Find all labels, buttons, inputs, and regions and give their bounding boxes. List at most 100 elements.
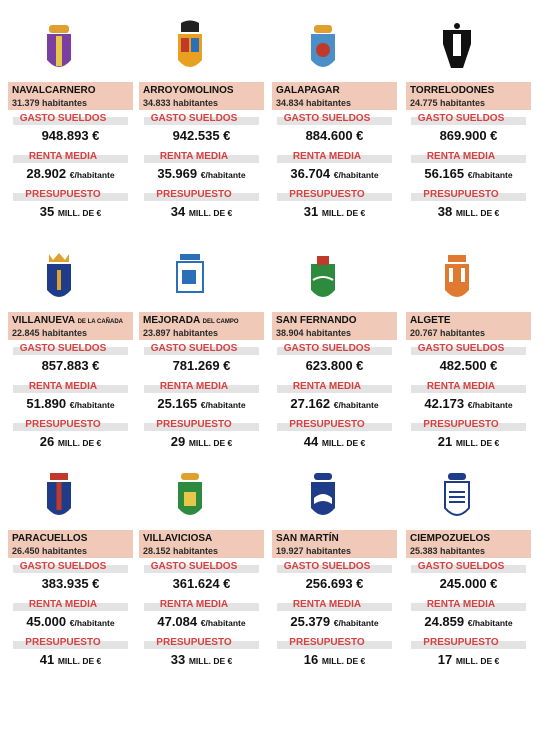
gasto-label-box: GASTO SUELDOS (8, 343, 133, 357)
presupuesto-label-box: PRESUPUESTO (272, 419, 397, 433)
renta-unit: €/habitante (333, 400, 379, 410)
presupuesto-value: 38 MILL. DE € (406, 204, 531, 219)
population-text: 20.767 habitantes (410, 328, 486, 338)
gasto-label-box: GASTO SUELDOS (8, 113, 133, 127)
population-text: 24.775 habitantes (410, 98, 486, 108)
renta-unit: €/habitante (467, 618, 513, 628)
presupuesto-label: PRESUPUESTO (156, 419, 232, 430)
municipality-card-8: ALGETE 20.767 habitantes GASTO SUELDOS 4… (406, 250, 531, 475)
municipality-name: CIEMPOZUELOS (410, 533, 491, 544)
gasto-value: 623.800 € (305, 358, 364, 373)
renta-label: RENTA MEDIA (28, 381, 98, 392)
municipality-header: NAVALCARNERO 31.379 habitantes (8, 82, 133, 110)
municipality-header: SAN MARTÍN 19.927 habitantes (272, 530, 397, 558)
municipality-card-5: VILLANUEVA DE LA CAÑADA 22.845 habitante… (8, 250, 133, 475)
presupuesto-label: PRESUPUESTO (423, 419, 499, 430)
municipality-card-10: VILLAVICIOSA 28.152 habitantes GASTO SUE… (139, 468, 264, 693)
municipality-card-2: ARROYOMOLINOS 34.833 habitantes GASTO SU… (139, 20, 264, 245)
presupuesto-value: 35 MILL. DE € (8, 204, 133, 219)
gasto-value: 482.500 € (439, 358, 498, 373)
renta-label-box: RENTA MEDIA (139, 381, 264, 395)
population-text: 34.833 habitantes (143, 98, 219, 108)
renta-unit: €/habitante (200, 618, 246, 628)
gasto-label-box: GASTO SUELDOS (139, 561, 264, 575)
municipality-card-7: SAN FERNANDO 38.904 habitantes GASTO SUE… (272, 250, 397, 475)
municipality-name: ARROYOMOLINOS (143, 85, 234, 96)
gasto-value: 245.000 € (439, 576, 498, 591)
presupuesto-label: PRESUPUESTO (156, 637, 232, 648)
renta-label: RENTA MEDIA (159, 599, 229, 610)
presupuesto-label-box: PRESUPUESTO (272, 189, 397, 203)
presupuesto-value: 41 MILL. DE € (8, 652, 133, 667)
gasto-label: GASTO SUELDOS (417, 561, 505, 572)
gasto-label: GASTO SUELDOS (19, 561, 107, 572)
renta-label: RENTA MEDIA (28, 151, 98, 162)
presupuesto-number: 33 (170, 652, 186, 667)
renta-label: RENTA MEDIA (426, 151, 496, 162)
presupuesto-unit: MILL. DE € (455, 656, 500, 666)
presupuesto-value: 16 MILL. DE € (272, 652, 397, 667)
population-text: 25.383 habitantes (410, 546, 486, 556)
renta-label: RENTA MEDIA (292, 151, 362, 162)
municipality-card-3: GALAPAGAR 34.834 habitantes GASTO SUELDO… (272, 20, 397, 245)
renta-number: 25.379 (290, 614, 331, 629)
population-text: 26.450 habitantes (12, 546, 88, 556)
presupuesto-number: 21 (437, 434, 453, 449)
population-text: 23.897 habitantes (143, 328, 219, 338)
san-fernando-crest-icon (311, 256, 335, 297)
presupuesto-number: 34 (170, 204, 186, 219)
gasto-label-box: GASTO SUELDOS (8, 561, 133, 575)
presupuesto-label: PRESUPUESTO (423, 189, 499, 200)
gasto-label: GASTO SUELDOS (283, 343, 371, 354)
renta-label-box: RENTA MEDIA (8, 599, 133, 613)
gasto-label-box: GASTO SUELDOS (139, 343, 264, 357)
presupuesto-value: 34 MILL. DE € (139, 204, 264, 219)
municipality-header: MEJORADA DEL CAMPO 23.897 habitantes (139, 312, 264, 340)
gasto-label: GASTO SUELDOS (19, 343, 107, 354)
mejorada-crest-icon (176, 254, 204, 293)
gasto-value: 781.269 € (172, 358, 231, 373)
renta-value: 45.000 €/habitante (8, 614, 133, 629)
municipality-card-6: MEJORADA DEL CAMPO 23.897 habitantes GAS… (139, 250, 264, 475)
renta-label-box: RENTA MEDIA (139, 599, 264, 613)
renta-label-box: RENTA MEDIA (272, 599, 397, 613)
renta-label: RENTA MEDIA (426, 381, 496, 392)
renta-unit: €/habitante (69, 618, 115, 628)
municipality-name: GALAPAGAR (276, 85, 340, 96)
presupuesto-label: PRESUPUESTO (25, 637, 101, 648)
municipality-card-4: TORRELODONES 24.775 habitantes GASTO SUE… (406, 20, 531, 245)
gasto-label-box: GASTO SUELDOS (272, 113, 397, 127)
renta-label-box: RENTA MEDIA (406, 381, 531, 395)
presupuesto-label-box: PRESUPUESTO (272, 637, 397, 651)
presupuesto-label-box: PRESUPUESTO (8, 419, 133, 433)
gasto-value: 942.535 € (172, 128, 231, 143)
presupuesto-number: 41 (39, 652, 55, 667)
municipality-card-9: PARACUELLOS 26.450 habitantes GASTO SUEL… (8, 468, 133, 693)
renta-label: RENTA MEDIA (159, 381, 229, 392)
presupuesto-label-box: PRESUPUESTO (8, 637, 133, 651)
gasto-label-box: GASTO SUELDOS (139, 113, 264, 127)
gasto-value: 256.693 € (305, 576, 364, 591)
gasto-label: GASTO SUELDOS (283, 561, 371, 572)
presupuesto-value: 44 MILL. DE € (272, 434, 397, 449)
renta-unit: €/habitante (333, 170, 379, 180)
renta-number: 25.165 (157, 396, 198, 411)
presupuesto-number: 38 (437, 204, 453, 219)
renta-number: 56.165 (424, 166, 465, 181)
presupuesto-label: PRESUPUESTO (289, 419, 365, 430)
presupuesto-number: 29 (170, 434, 186, 449)
gasto-label-box: GASTO SUELDOS (406, 343, 531, 357)
municipality-name: NAVALCARNERO (12, 85, 96, 96)
presupuesto-label-box: PRESUPUESTO (406, 637, 531, 651)
presupuesto-number: 35 (39, 204, 55, 219)
galapagar-crest-icon (311, 25, 335, 67)
municipality-name: VILLANUEVA DE LA CAÑADA (12, 315, 124, 326)
presupuesto-value: 21 MILL. DE € (406, 434, 531, 449)
renta-label-box: RENTA MEDIA (272, 381, 397, 395)
gasto-label: GASTO SUELDOS (417, 113, 505, 124)
presupuesto-unit: MILL. DE € (57, 438, 102, 448)
presupuesto-unit: MILL. DE € (321, 438, 366, 448)
presupuesto-label: PRESUPUESTO (25, 419, 101, 430)
gasto-label-box: GASTO SUELDOS (272, 343, 397, 357)
presupuesto-number: 31 (303, 204, 319, 219)
